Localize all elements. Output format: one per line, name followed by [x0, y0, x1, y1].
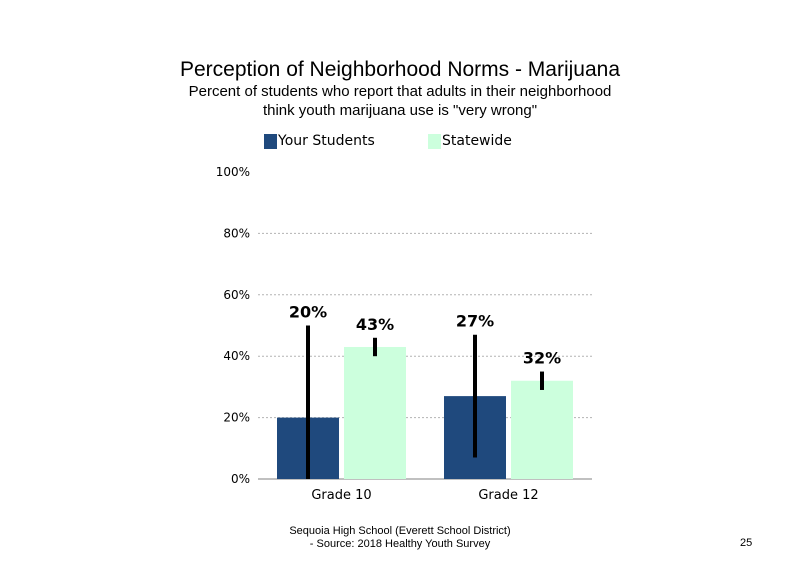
legend-item-your-students: Your Students — [264, 133, 375, 149]
bar-statewide — [344, 346, 406, 479]
chart-subtitle-line-2: think youth marijuana use is "very wrong… — [262, 102, 538, 119]
data-label-statewide: 43% — [356, 315, 394, 334]
y-tick-label: 80% — [223, 226, 250, 240]
legend-label-your-students: Your Students — [278, 133, 375, 149]
legend-swatch-statewide — [428, 133, 441, 149]
y-tick-label: 100% — [216, 165, 250, 179]
x-tick-label: Grade 10 — [311, 488, 371, 503]
data-label-your-students: 27% — [456, 312, 494, 331]
footer: Sequoia High School (Everett School Dist… — [200, 525, 600, 551]
data-label-statewide: 32% — [523, 349, 561, 368]
chart-title: Perception of Neighborhood Norms - Marij… — [179, 58, 621, 81]
footer-school: Sequoia High School (Everett School Dist… — [289, 525, 511, 537]
legend-label-statewide: Statewide — [442, 133, 512, 149]
chart-subtitle-line-1: Percent of students who report that adul… — [188, 83, 612, 100]
legend-item-statewide: Statewide — [428, 133, 512, 149]
y-tick-label: 40% — [223, 349, 250, 363]
y-tick-label: 0% — [231, 472, 250, 486]
bar-statewide — [511, 380, 573, 479]
y-tick-label: 60% — [223, 288, 250, 302]
legend-swatch-your-students — [264, 133, 277, 149]
x-tick-label: Grade 12 — [478, 488, 538, 503]
footer-source: - Source: 2018 Healthy Youth Survey — [309, 538, 491, 550]
page-number: 25 — [740, 537, 753, 549]
y-tick-label: 20% — [223, 411, 250, 425]
chart-title-block: Perception of Neighborhood Norms - Marij… — [0, 58, 800, 120]
data-label-your-students: 20% — [289, 303, 327, 322]
